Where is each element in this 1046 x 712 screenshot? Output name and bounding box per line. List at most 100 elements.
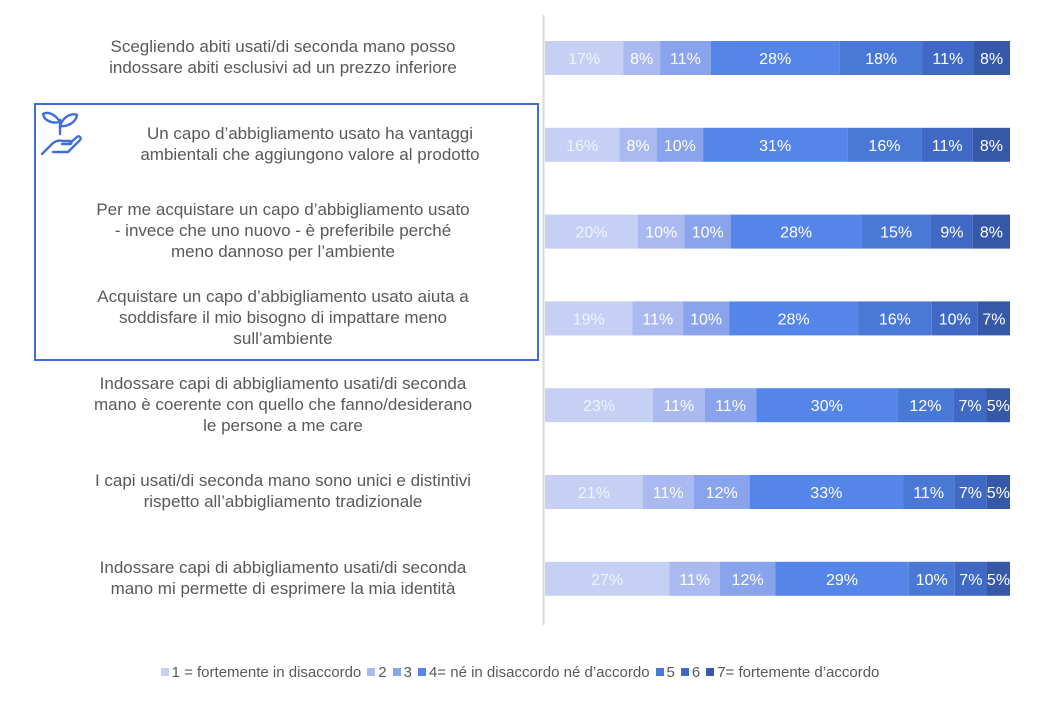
bar-row: 19% 11% 10% 28% 16% 10% 7% [545,301,1010,336]
bar-row: 23% 11% 11% 30% 12% 7% 5% [545,388,1010,423]
environmental-highlight-box [34,103,539,361]
legend-swatch [706,668,715,676]
category-label-line: Indossare capi di abbigliamento usati/di… [99,557,467,577]
data-label: 5% [987,572,1010,589]
data-label: 11% [715,398,746,415]
category-label-line: mano è coerente con quello che fanno/des… [93,394,473,414]
bar-segment [642,475,694,509]
legend-swatch [367,668,376,676]
legend-item: 3 [392,664,412,681]
bar-segment [653,388,705,423]
data-label: 16% [879,311,911,328]
bar-segment [986,475,1010,509]
bar-segment [756,388,898,423]
bar-segment [986,388,1010,423]
category-label-line: soddisfare il mio bisogno di impattare m… [119,307,447,327]
legend-swatch [160,668,169,676]
category-label: Per me acquistare un capo d’abbigliament… [36,199,530,262]
bar-segment [660,41,711,75]
category-label-line: mano mi permette di esprimere la mia ide… [110,578,456,598]
category-label-line: le persone a me care [203,415,363,435]
bar-segment [977,301,1010,336]
bar-segment [545,301,633,336]
bar-row: 21% 11% 12% 33% 11% 7% 5% [545,475,1010,509]
bar-segment [632,301,684,336]
data-label: 11% [932,138,963,155]
bar-segment [749,475,904,509]
legend-label: 4= né in disaccordo né d’accordo [428,664,650,681]
bar-row: 17% 8% 11% 28% 18% 11% 8% [545,41,1010,75]
data-label: 8% [980,51,1003,68]
category-label: I capi usati/di seconda mano sono unici … [36,470,530,512]
bar-segment [545,561,670,596]
bar-segment [545,214,638,249]
data-label: 33% [810,485,842,502]
bars-group: 17% 8% 11% 28% 18% 11% 8%16% 8% 10% 31% 16% 11% 8%20… [545,41,1010,596]
bar-segment [921,127,973,162]
bar-segment [703,127,848,162]
bar-segment [729,301,859,336]
data-label: 11% [932,51,963,68]
legend-label: 6 [691,664,701,681]
data-label: 27% [591,572,623,589]
data-label: 17% [568,51,600,68]
chart-legend: 1 = fortemente in disaccordo 2 3 4= né in d… [0,664,1046,681]
data-label: 10% [664,138,696,155]
category-label-line: - invece che uno nuovo - è preferibile p… [114,221,452,241]
data-label: 11% [642,311,673,328]
bar-segment [954,475,987,509]
bar-segment [623,41,661,75]
legend-item: 1 = fortemente in disaccordo [160,664,361,681]
data-label: 11% [670,51,701,68]
data-label: 7% [959,572,982,589]
data-label: 5% [987,398,1010,415]
legend-label: 5 [666,664,675,681]
data-label: 28% [780,225,812,242]
data-label: 10% [692,225,724,242]
category-label-line: ambientali che aggiungono valore al prod… [140,144,480,164]
bar-segment [693,475,750,509]
category-label: Scegliendo abiti usati/di seconda mano p… [36,36,530,78]
bar-segment [954,561,987,596]
data-label: 11% [653,485,684,502]
bar-segment [858,301,932,336]
legend-label: 7= fortemente d’accordo [717,664,880,681]
data-label: 18% [865,51,897,68]
bar-segment [710,41,840,75]
data-label: 20% [575,225,607,242]
data-label: 8% [980,225,1003,242]
bar-segment [619,127,657,162]
bar-segment [930,214,973,249]
bar-segment [731,214,862,249]
bar-segment [656,127,704,162]
bar-segment [897,388,954,423]
category-label-line: Indossare capi di abbigliamento usati/di… [99,373,467,393]
data-label: 5% [987,485,1010,502]
category-label: Un capo d’abbigliamento usato ha vantagg… [90,123,530,165]
legend-label: 2 [378,664,387,681]
data-label: 8% [626,138,649,155]
category-label-line: meno dannoso per l’ambiente [171,242,395,262]
bar-segment [903,475,955,509]
data-label: 8% [630,51,653,68]
category-label: Indossare capi di abbigliamento usati/di… [36,373,530,436]
bar-segment [908,561,955,596]
data-label: 10% [916,572,948,589]
category-label: Acquistare un capo d’abbigliamento usato… [36,286,530,349]
legend-item: 5 [655,664,675,681]
data-label: 7% [959,398,982,415]
bar-segment [972,127,1010,162]
bar-segment [684,214,731,249]
bar-segment [953,388,987,423]
category-label-line: Acquistare un capo d’abbigliamento usato… [97,286,469,306]
bar-segment [922,41,974,75]
bar-segment [638,214,685,249]
category-label: Indossare capi di abbigliamento usati/di… [36,557,530,599]
legend-label: 3 [403,664,412,681]
category-label-line: Un capo d’abbigliamento usato ha vantagg… [146,123,474,143]
legend-swatch [680,668,689,676]
bar-segment [839,41,923,75]
bar-segment [545,475,643,509]
category-label-line: sull’ambiente [233,328,333,348]
